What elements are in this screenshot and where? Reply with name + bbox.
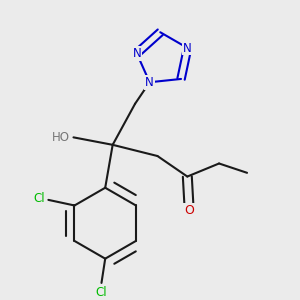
Text: N: N bbox=[132, 47, 141, 60]
Text: N: N bbox=[183, 41, 192, 55]
Text: N: N bbox=[145, 76, 154, 89]
Text: O: O bbox=[184, 204, 194, 217]
Text: Cl: Cl bbox=[33, 191, 45, 205]
Text: Cl: Cl bbox=[96, 286, 107, 299]
Text: HO: HO bbox=[51, 131, 69, 144]
